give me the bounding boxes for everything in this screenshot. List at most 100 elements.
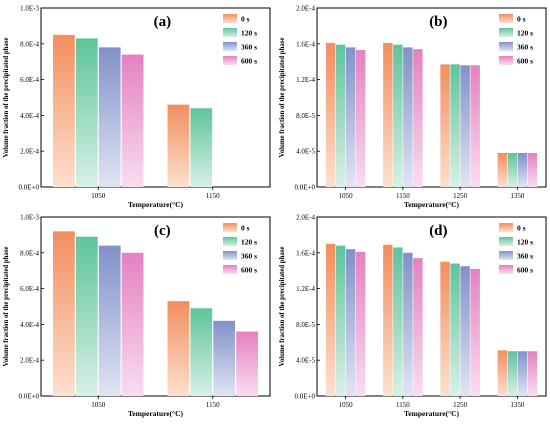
bar-600s-1150 — [413, 258, 423, 396]
x-tick-label: 1150 — [206, 192, 220, 200]
y-tick-label: 8.0E-5 — [296, 321, 315, 329]
y-tick-label: 0.0E+0 — [19, 393, 40, 401]
bar-600s-1050 — [121, 252, 144, 396]
legend-swatch-600s — [499, 56, 513, 65]
x-axis-label: Temperature(°C) — [128, 409, 184, 418]
legend-swatch-360s — [223, 42, 237, 51]
x-tick-label: 1350 — [510, 401, 525, 409]
legend-swatch-600s — [499, 265, 513, 274]
legend-label-360s: 360 s — [241, 252, 257, 261]
y-tick-label: 1.6E-4 — [296, 40, 315, 48]
legend-label-600s: 600 s — [241, 266, 257, 275]
y-tick-label: 1.2E-4 — [296, 285, 315, 293]
bar-600s-1350 — [527, 152, 538, 187]
legend-label-600s: 600 s — [241, 57, 257, 66]
bar-120s-1250 — [450, 263, 460, 396]
legend-label-600s: 600 s — [517, 266, 533, 275]
plot-frame — [316, 216, 547, 397]
bar-360s-1350 — [517, 152, 528, 187]
x-tick-label: 1250 — [453, 401, 468, 409]
legend-swatch-360s — [223, 251, 237, 260]
y-tick-label: 1.6E-4 — [296, 249, 315, 257]
legend-label-0s: 0 s — [517, 224, 526, 233]
bar-120s-1150 — [393, 44, 403, 187]
legend-label-360s: 360 s — [241, 43, 257, 52]
chart-panel-1: 0.0E+0 2.0E-4 4.0E-4 6.0E-4 8.0E-4 1.0E-3 1050… — [3, 5, 271, 209]
bar-120s-1050 — [75, 38, 98, 188]
legend-swatch-0s — [223, 223, 237, 232]
y-tick-label: 2.0E-4 — [20, 357, 39, 365]
legend-label-120s: 120 s — [517, 29, 533, 38]
y-tick-label: 1.0E-3 — [20, 5, 39, 13]
bar-0s-1150 — [167, 301, 190, 396]
x-tick-label: 1050 — [91, 192, 106, 200]
x-tick-label: 1050 — [91, 401, 106, 409]
bar-360s-1150 — [403, 47, 413, 187]
x-axis-label: Temperature(°C) — [128, 200, 184, 209]
chart-panel-3: 0.0E+0 2.0E-4 4.0E-4 6.0E-4 8.0E-4 1.0E-3 1050… — [3, 214, 271, 418]
bar-0s-1250 — [440, 261, 450, 396]
legend-label-120s: 120 s — [517, 238, 533, 247]
panel-label: (b) — [429, 14, 447, 30]
legend-label-0s: 0 s — [241, 15, 250, 24]
legend-swatch-120s — [223, 237, 237, 246]
legend-swatch-600s — [223, 56, 237, 65]
legend-label-360s: 360 s — [517, 43, 533, 52]
x-tick-label: 1250 — [453, 192, 468, 200]
legend-swatch-120s — [223, 28, 237, 37]
y-tick-label: 0.0E+0 — [295, 184, 316, 192]
bar-360s-1150 — [403, 252, 413, 396]
bar-0s-1050 — [325, 42, 336, 187]
legend-swatch-360s — [499, 42, 513, 51]
y-tick-label: 8.0E-5 — [296, 112, 315, 120]
bar-120s-1150 — [190, 108, 213, 187]
bar-0s-1250 — [440, 64, 450, 187]
y-tick-label: 8.0E-4 — [20, 249, 39, 257]
legend-label-120s: 120 s — [241, 29, 257, 38]
x-tick-label: 1150 — [396, 401, 410, 409]
legend-swatch-0s — [223, 14, 237, 23]
legend-swatch-120s — [499, 28, 513, 37]
plot-frame — [40, 7, 271, 188]
bar-360s-1250 — [460, 266, 470, 396]
bar-120s-1150 — [190, 308, 213, 396]
y-tick-label: 4.0E-4 — [20, 321, 39, 329]
x-axis-label: Temperature(°C) — [404, 409, 460, 418]
panel-label: (c) — [154, 223, 171, 239]
y-tick-label: 2.0E-4 — [296, 214, 315, 222]
bar-360s-1050 — [98, 245, 121, 396]
bar-360s-1150 — [213, 320, 236, 396]
bar-120s-1050 — [75, 236, 98, 396]
y-axis-label: Volume fraction of the precipitated phas… — [279, 247, 286, 367]
y-axis-label: Volume fraction of the precipitated phas… — [279, 38, 286, 158]
legend-swatch-600s — [223, 265, 237, 274]
bar-0s-1150 — [383, 42, 393, 187]
legend-label-0s: 0 s — [517, 15, 526, 24]
legend-swatch-0s — [499, 223, 513, 232]
bar-120s-1350 — [507, 351, 518, 396]
y-tick-label: 4.0E-5 — [296, 357, 315, 365]
legend-label-120s: 120 s — [241, 238, 257, 247]
y-axis-label: Volume fraction of the precipitated phas… — [3, 38, 10, 158]
bar-600s-1150 — [236, 331, 258, 396]
chart-panel-4: 0.0E+0 4.0E-5 8.0E-5 1.2E-4 1.6E-4 2.0E-4 1050… — [279, 214, 547, 418]
bar-360s-1050 — [345, 47, 356, 187]
panel-label: (a) — [154, 14, 172, 30]
legend-label-360s: 360 s — [517, 252, 533, 261]
legend-swatch-120s — [499, 237, 513, 246]
bar-120s-1050 — [335, 44, 346, 187]
x-tick-label: 1050 — [339, 192, 354, 200]
y-tick-label: 8.0E-4 — [20, 40, 39, 48]
bar-600s-1150 — [413, 49, 423, 187]
y-tick-label: 4.0E-4 — [20, 112, 39, 120]
y-axis-label: Volume fraction of the precipitated phas… — [3, 247, 10, 367]
y-tick-label: 0.0E+0 — [295, 393, 316, 401]
x-tick-label: 1150 — [396, 192, 410, 200]
plot-frame — [40, 216, 271, 397]
bar-0s-1350 — [497, 152, 508, 187]
bar-0s-1350 — [497, 350, 508, 396]
y-tick-label: 1.0E-3 — [20, 214, 39, 222]
bar-600s-1250 — [470, 268, 480, 396]
y-tick-label: 2.0E-4 — [20, 148, 39, 156]
